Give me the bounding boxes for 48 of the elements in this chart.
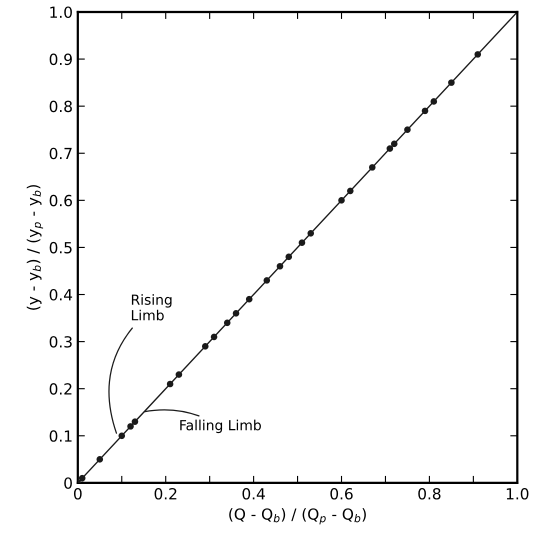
point xyxy=(232,310,240,317)
x-tick-label: 0.6 xyxy=(330,488,353,500)
point xyxy=(368,164,376,171)
y-tick-label: 0.2 xyxy=(50,383,72,395)
y-tick-label: 0.1 xyxy=(50,430,72,442)
point xyxy=(202,343,209,350)
y-tick-label: 0.7 xyxy=(50,148,72,160)
y-axis-title: (y - y$_{b}$) / (y$_{p}$ - y$_{b}$) xyxy=(26,185,44,310)
point xyxy=(338,197,345,204)
point xyxy=(307,230,314,237)
y-tick-label: 0.8 xyxy=(50,100,72,112)
point xyxy=(276,262,284,270)
x-tick-label: 0.4 xyxy=(242,488,265,500)
point xyxy=(448,79,455,86)
point xyxy=(132,418,138,425)
y-tick-label: 0.6 xyxy=(50,194,72,206)
y-tick-label: 0 xyxy=(64,477,72,489)
y-tick-label: 0.5 xyxy=(50,242,72,254)
point xyxy=(404,126,411,134)
point xyxy=(264,277,270,284)
y-tick-label: 0.3 xyxy=(50,336,72,348)
annotation: Rising Limb xyxy=(132,294,172,320)
point xyxy=(166,380,174,388)
point xyxy=(474,51,482,58)
annotation: Falling Limb xyxy=(180,420,261,434)
point xyxy=(298,239,306,246)
point xyxy=(390,140,398,148)
point xyxy=(386,145,394,152)
x-axis-title: (Q - Q$_{b}$) / (Q$_{p}$ - Q$_{b}$) xyxy=(229,508,366,524)
y-tick-label: 0.9 xyxy=(50,54,72,66)
point xyxy=(210,334,218,340)
y-tick-label: 0.4 xyxy=(50,288,72,301)
point xyxy=(246,296,253,303)
x-tick-label: 1.0 xyxy=(506,488,528,500)
y-tick-label: 1.0 xyxy=(50,6,72,18)
x-tick-label: 0.2 xyxy=(154,488,176,500)
point xyxy=(285,254,292,260)
x-tick-label: 0 xyxy=(74,488,82,500)
point xyxy=(96,456,104,463)
point xyxy=(118,432,126,440)
point xyxy=(224,319,231,326)
point xyxy=(347,188,354,194)
point xyxy=(422,108,428,114)
point xyxy=(176,371,182,378)
point xyxy=(127,423,134,430)
point xyxy=(430,98,438,105)
x-tick-label: 0.8 xyxy=(418,488,441,500)
point xyxy=(78,474,86,482)
